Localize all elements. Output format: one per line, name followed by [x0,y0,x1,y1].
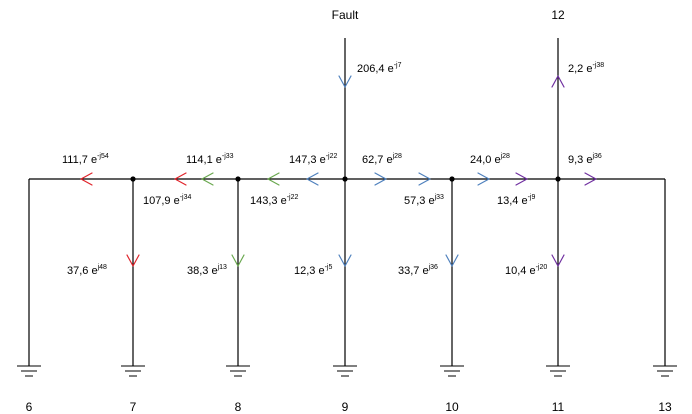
current-label-6-7: 111,7 e-j54 [62,153,109,166]
junction-7 [130,176,136,182]
current-label-8-9: 147,3 e-j22 [289,153,337,166]
current-label-9-10: 62,7 ej28 [362,153,402,166]
node-label-12: 12 [551,8,565,22]
current-label-fault-feed: 206,4 e-j7 [357,62,402,75]
arrow-right-icon-10-11a [477,172,490,186]
arrow-right-icon-11-13 [584,172,597,186]
ground-icon-9 [333,365,357,377]
junction-9 [342,176,348,182]
arrow-up-icon-12 [551,75,565,88]
junction-8 [235,176,241,182]
arrow-left-icon-6-7 [80,172,93,186]
arrow-down-icon-8 [231,254,245,267]
current-label-below-7: 107,9 e-j34 [143,194,191,207]
ground-icon-7 [121,365,145,377]
current-label-shunt-11: 10,4 e-j20 [505,264,547,277]
current-label-shunt-9: 12,3 e-j5 [294,264,332,277]
current-label-below-11: 13,4 e-j9 [497,194,535,207]
current-label-below-10: 57,3 ej33 [404,194,444,207]
arrow-right-icon-10-11b [515,172,528,186]
arrow-right-icon-9-10a [374,172,387,186]
node-label-13: 13 [658,400,672,414]
current-label-11-13: 9,3 ej36 [568,153,602,166]
junction-10 [449,176,455,182]
current-label-shunt-8: 38,3 ej13 [187,264,227,277]
arrow-down-icon-11 [551,254,565,267]
arrow-down-icon-10 [445,254,459,267]
arrow-left-icon-7-8a [174,172,187,186]
arrow-left-icon-8-9a [267,172,280,186]
current-label-shunt-7: 37,6 ej48 [67,264,107,277]
current-label-shunt-10: 33,7 ej36 [398,264,438,277]
node-label-11: 11 [552,400,565,414]
ground-icon-10 [440,365,464,377]
ground-icon-11 [546,365,570,377]
arrow-right-icon-9-10b [418,172,431,186]
current-label-10-11: 24,0 ej28 [470,153,510,166]
node-label-9: 9 [342,400,349,414]
ground-icon-6 [17,365,41,377]
node-label-6: 6 [26,400,33,414]
current-label-top-12: 2,2 e-j38 [568,62,604,75]
node-label-8: 8 [235,400,242,414]
node-label-10: 10 [445,400,459,414]
ground-icon-8 [226,365,250,377]
current-label-below-8: 143,3 e-j22 [250,194,298,207]
junction-11 [555,176,561,182]
arrow-down-icon-7 [126,254,140,267]
arrow-down-icon-fault [338,75,352,88]
node-label-7: 7 [130,400,137,414]
arrow-left-icon-8-9b [306,172,319,186]
ground-icon-13 [653,365,677,377]
arrow-down-icon-9 [338,254,352,267]
arrow-left-icon-7-8b [201,172,214,186]
fault-label: Fault [332,8,359,22]
current-label-7-8: 114,1 e-j33 [186,153,234,166]
